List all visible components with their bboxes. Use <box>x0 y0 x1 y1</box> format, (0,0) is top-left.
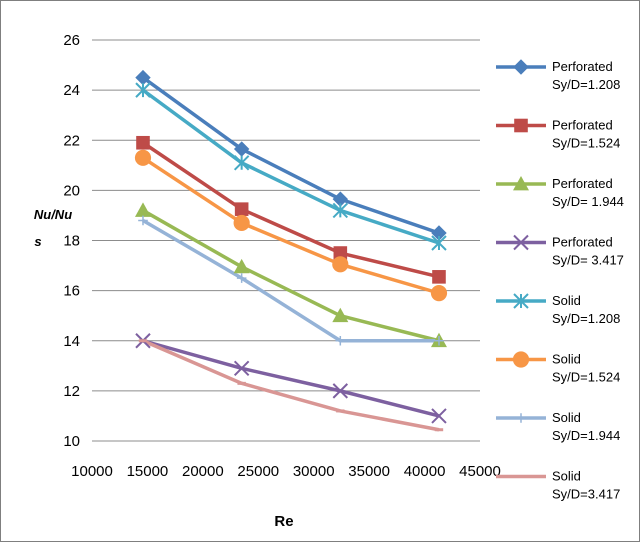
legend-entry-6: Solid Sy/D=1.524 <box>496 351 620 385</box>
x-tick-label: 25000 <box>237 463 279 480</box>
series-line-1 <box>141 76 440 235</box>
data-point <box>233 214 250 232</box>
y-axis-title-line2: s <box>34 234 41 249</box>
legend-label: Perforated <box>552 235 613 250</box>
data-point <box>134 149 152 166</box>
legend-entry-2: Perforated Sy/D=1.524 <box>496 118 620 151</box>
data-point <box>332 256 349 273</box>
legend-sublabel: Sy/D= 3.417 <box>552 253 624 268</box>
legend-label: Perforated <box>552 176 613 191</box>
legend-marker <box>512 351 530 368</box>
data-point <box>431 235 447 251</box>
series-line-6 <box>142 156 440 295</box>
legend-label: Solid <box>552 410 581 425</box>
data-point <box>135 82 151 98</box>
legend-entry-3: Perforated Sy/D= 1.944 <box>496 176 624 209</box>
legend-sublabel: Sy/D=1.524 <box>552 136 620 151</box>
y-tick-label: 12 <box>63 383 80 400</box>
y-tick-label: 16 <box>63 283 80 300</box>
legend-entry-4: Perforated Sy/D= 3.417 <box>496 235 624 268</box>
legend-sublabel: Sy/D=3.417 <box>552 487 620 502</box>
legend-marker <box>513 59 529 75</box>
data-point <box>134 202 151 217</box>
legend-sublabel: Sy/D= 1.944 <box>552 194 624 209</box>
x-axis-ticks: 10000 15000 20000 25000 30000 35000 40000 45000 <box>71 463 501 480</box>
data-point <box>138 215 148 226</box>
legend-label: Solid <box>552 469 581 484</box>
data-point <box>432 270 446 284</box>
x-tick-label: 45000 <box>459 463 501 480</box>
legend-marker <box>513 293 529 309</box>
series-line-8 <box>142 339 440 432</box>
y-tick-label: 18 <box>63 233 80 250</box>
data-point <box>431 408 447 424</box>
y-axis-title-line1: Nu/Nu <box>34 207 72 222</box>
data-point <box>430 285 448 302</box>
legend: Perforated Sy/D=1.208 Perforated Sy/D=1.524… <box>496 59 624 502</box>
data-point <box>233 155 250 171</box>
data-point <box>434 335 444 346</box>
legend-sublabel: Sy/D=1.208 <box>552 77 620 92</box>
series-line-4 <box>142 339 440 418</box>
data-point <box>335 335 346 346</box>
series-lines <box>141 76 440 432</box>
y-tick-label: 20 <box>63 182 80 199</box>
legend-marker <box>513 176 529 191</box>
x-tick-label: 20000 <box>182 463 224 480</box>
y-tick-label: 14 <box>63 333 80 350</box>
legend-entry-1: Perforated Sy/D=1.208 <box>496 59 620 92</box>
series-markers <box>134 69 448 432</box>
y-tick-label: 24 <box>63 82 80 99</box>
y-axis-ticks: 10 12 14 16 18 20 22 24 26 <box>63 32 80 450</box>
series-line-7 <box>142 218 439 343</box>
legend-entry-7: Solid Sy/D=1.944 <box>496 410 620 443</box>
legend-sublabel: Sy/D=1.944 <box>552 428 620 443</box>
series-line-5 <box>141 88 440 245</box>
x-tick-label: 40000 <box>404 463 446 480</box>
legend-label: Solid <box>552 352 581 367</box>
y-tick-label: 22 <box>63 132 80 149</box>
legend-entry-8: Solid Sy/D=3.417 <box>496 469 620 502</box>
data-point <box>332 383 349 399</box>
legend-sublabel: Sy/D=1.208 <box>552 311 620 326</box>
data-point <box>236 273 247 283</box>
legend-sublabel: Sy/D=1.524 <box>552 370 620 385</box>
legend-marker <box>516 413 526 423</box>
legend-marker <box>514 118 528 133</box>
data-point <box>332 202 349 219</box>
legend-marker <box>513 234 529 251</box>
data-point <box>332 307 349 323</box>
legend-entry-5: Solid Sy/D=1.208 <box>496 293 620 326</box>
x-tick-label: 30000 <box>293 463 335 480</box>
x-axis-title: Re <box>274 513 293 530</box>
x-tick-label: 35000 <box>348 463 390 480</box>
legend-label: Perforated <box>552 118 613 133</box>
series-line-3 <box>142 208 440 343</box>
series-line-2 <box>142 141 440 279</box>
x-tick-label: 15000 <box>127 463 169 480</box>
y-tick-label: 10 <box>63 433 80 450</box>
y-tick-label: 26 <box>63 32 80 49</box>
data-point <box>136 135 150 150</box>
legend-label: Solid <box>552 293 581 308</box>
legend-label: Perforated <box>552 59 613 74</box>
data-point <box>233 258 250 274</box>
data-point <box>233 360 250 377</box>
x-tick-label: 10000 <box>71 463 113 480</box>
data-point <box>333 246 348 260</box>
data-point <box>234 202 249 216</box>
